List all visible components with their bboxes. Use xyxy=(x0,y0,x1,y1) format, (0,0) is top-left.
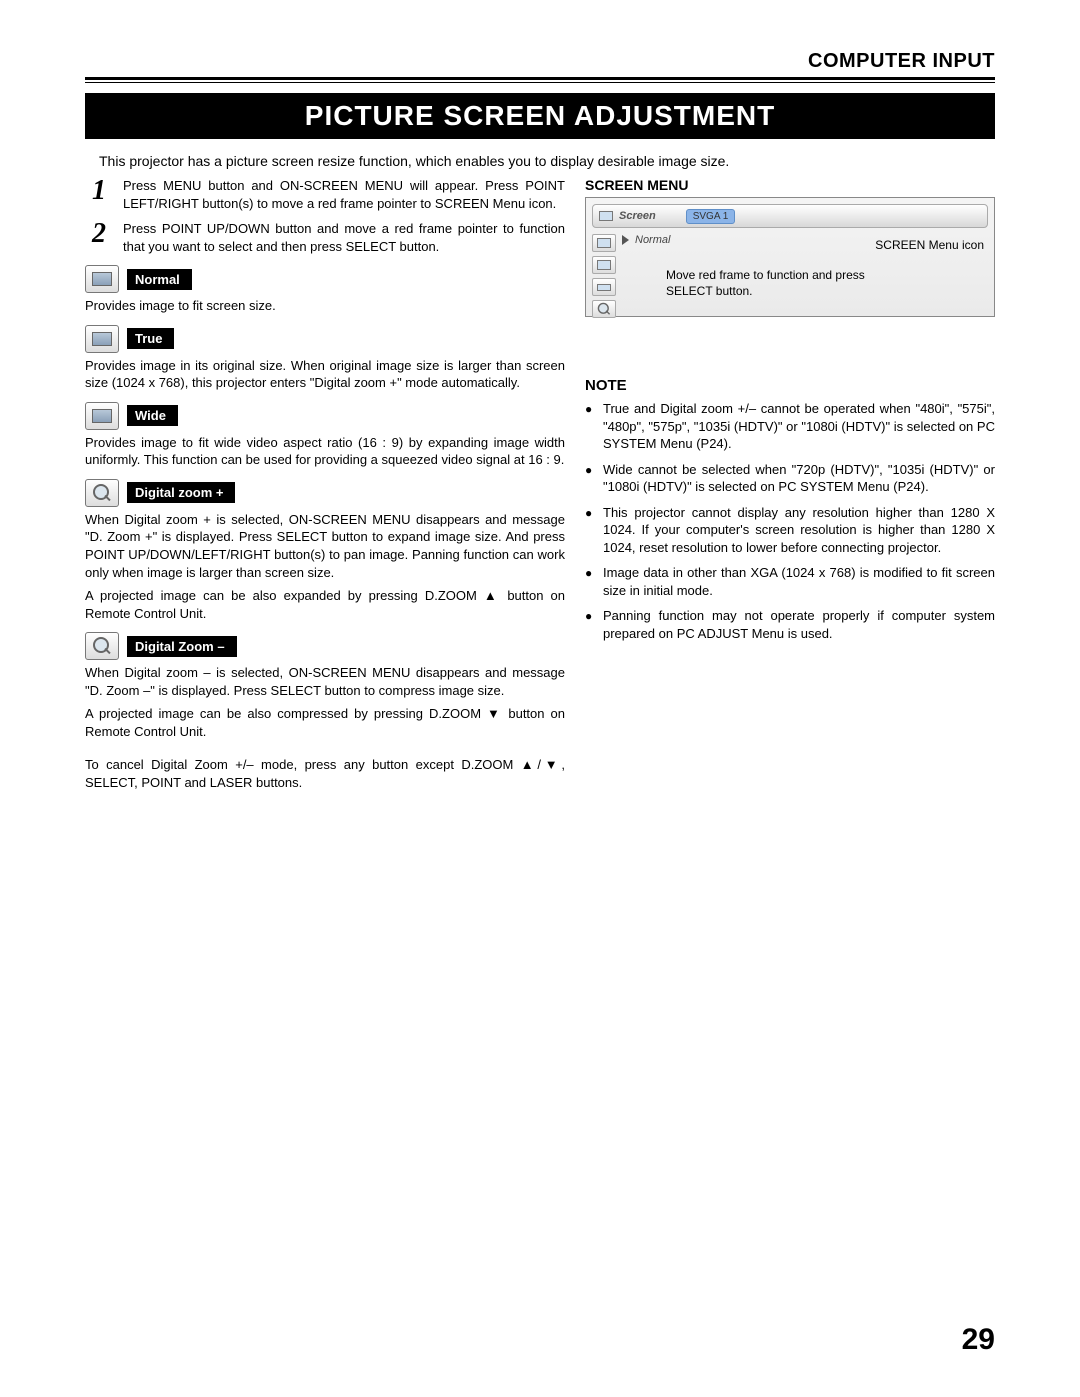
mode-header: Digital Zoom – xyxy=(85,632,565,660)
menu-cell-normal-icon xyxy=(592,234,616,252)
intro-text: This projector has a picture screen resi… xyxy=(99,153,995,169)
step: 2 Press POINT UP/DOWN button and move a r… xyxy=(85,220,565,255)
mode-description: When Digital zoom + is selected, ON-SCRE… xyxy=(85,511,565,581)
mode-header: True xyxy=(85,325,565,353)
mode-description: Provides image in its original size. Whe… xyxy=(85,357,565,392)
mode-block: Digital Zoom – When Digital zoom – is sel… xyxy=(85,632,565,740)
mode-description-2: A projected image can be also compressed… xyxy=(85,705,565,740)
right-column: SCREEN MENU Screen SVGA 1 Normal SCREEN … xyxy=(585,177,995,797)
menu-cell-zoom-icon xyxy=(592,300,616,318)
mode-label: Wide xyxy=(127,405,178,426)
zoom-icon xyxy=(85,632,119,660)
mode-description-2: A projected image can be also expanded b… xyxy=(85,587,565,622)
left-column: 1 Press MENU button and ON-SCREEN MENU wi… xyxy=(85,177,565,797)
note-item: Image data in other than XGA (1024 x 768… xyxy=(585,564,995,599)
mode-block: True Provides image in its original size.… xyxy=(85,325,565,392)
screen-icon xyxy=(85,402,119,430)
mode-description: When Digital zoom – is selected, ON-SCRE… xyxy=(85,664,565,699)
mode-label: Digital zoom + xyxy=(127,482,235,503)
page-number: 29 xyxy=(962,1323,995,1357)
screen-icon xyxy=(85,325,119,353)
note-item: This projector cannot display any resolu… xyxy=(585,504,995,557)
menu-left-column xyxy=(592,234,618,318)
mode-label: Digital Zoom – xyxy=(127,636,237,657)
menu-topbar-chip: SVGA 1 xyxy=(686,209,736,224)
step-text: Press MENU button and ON-SCREEN MENU wil… xyxy=(123,177,565,212)
screen-menu-illustration: Screen SVGA 1 Normal SCREEN Menu icon Mo… xyxy=(585,197,995,317)
screen-icon xyxy=(85,265,119,293)
mode-description: Provides image to fit screen size. xyxy=(85,297,565,315)
mode-header: Normal xyxy=(85,265,565,293)
page-title: PICTURE SCREEN ADJUSTMENT xyxy=(85,93,995,139)
mode-description: Provides image to fit wide video aspect … xyxy=(85,434,565,469)
mode-block: Normal Provides image to fit screen size. xyxy=(85,265,565,315)
note-item: Wide cannot be selected when "720p (HDTV… xyxy=(585,461,995,496)
mode-header: Digital zoom + xyxy=(85,479,565,507)
step-text: Press POINT UP/DOWN button and move a re… xyxy=(123,220,565,255)
step: 1 Press MENU button and ON-SCREEN MENU wi… xyxy=(85,177,565,212)
mode-label: Normal xyxy=(127,269,192,290)
menu-normal-row: Normal xyxy=(622,234,670,246)
header-rule xyxy=(85,77,995,83)
menu-cell-icon xyxy=(592,256,616,274)
menu-topbar: Screen SVGA 1 xyxy=(592,204,988,228)
screen-menu-heading: SCREEN MENU xyxy=(585,177,995,193)
menu-normal-label: Normal xyxy=(635,234,670,246)
zoom-icon xyxy=(85,479,119,507)
menu-topbar-label: Screen xyxy=(619,210,656,222)
step-number: 1 xyxy=(85,177,113,212)
note-item: True and Digital zoom +/– cannot be oper… xyxy=(585,400,995,453)
menu-cell-icon xyxy=(592,278,616,296)
pointer-icon xyxy=(622,235,629,245)
note-list: True and Digital zoom +/– cannot be oper… xyxy=(585,400,995,643)
cancel-note: To cancel Digital Zoom +/– mode, press a… xyxy=(85,756,565,791)
step-number: 2 xyxy=(85,220,113,255)
screen-mini-icon xyxy=(599,211,613,221)
annotation-screen-menu-icon: SCREEN Menu icon xyxy=(875,238,984,252)
annotation-move-frame: Move red frame to function and press SEL… xyxy=(666,268,886,299)
mode-block: Wide Provides image to fit wide video asp… xyxy=(85,402,565,469)
section-header: COMPUTER INPUT xyxy=(85,50,995,73)
mode-header: Wide xyxy=(85,402,565,430)
note-item: Panning function may not operate properl… xyxy=(585,607,995,642)
note-heading: NOTE xyxy=(585,377,995,394)
mode-label: True xyxy=(127,328,174,349)
mode-block: Digital zoom + When Digital zoom + is sel… xyxy=(85,479,565,622)
